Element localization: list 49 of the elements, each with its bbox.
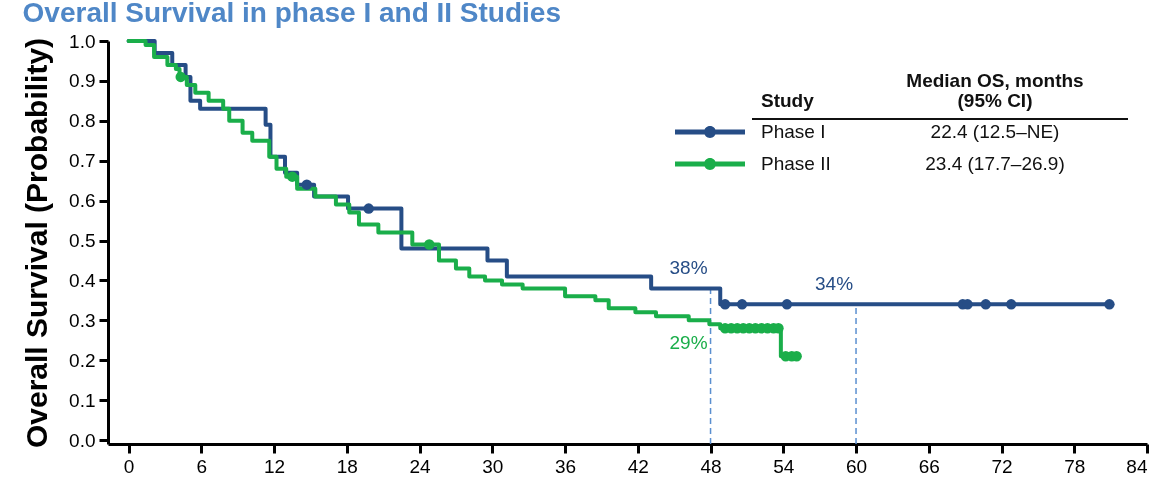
point: [980, 299, 991, 310]
x-tick-label: 84: [1126, 455, 1148, 477]
y-tick-label: 0.5: [69, 230, 96, 251]
y-tick-label: 0.4: [69, 269, 96, 291]
y-tick-label: 0.2: [69, 349, 96, 371]
y-tick-label: 0.9: [69, 70, 96, 92]
annotation: 22.4 (12.5–NE): [930, 121, 1060, 142]
y-axis-title: Overall Survival (Probability): [20, 37, 54, 449]
x-tick-label: 6: [196, 455, 208, 477]
y-tick-label: 0.0: [69, 429, 96, 451]
x-tick-label: 60: [845, 455, 868, 477]
data-label: 34%: [815, 273, 854, 295]
legend-label: Phase II: [761, 153, 831, 174]
x-tick-label: 24: [409, 455, 432, 477]
point: [736, 299, 748, 310]
point: [1005, 299, 1017, 310]
y-tick-label: 0.3: [69, 309, 96, 331]
point: [424, 239, 435, 250]
x-tick-label: 0: [123, 455, 135, 477]
point: [175, 71, 186, 83]
x-tick-label: 36: [554, 455, 577, 477]
x-tick-label: 54: [773, 455, 795, 477]
point: [301, 179, 313, 190]
y-tick-label: 0.7: [69, 150, 96, 172]
x-tick-label: 18: [336, 455, 358, 477]
x-tick-label: 48: [700, 455, 722, 477]
x-tick-label: 42: [627, 455, 649, 477]
point: [1104, 299, 1115, 310]
x-tick-label: 12: [264, 455, 286, 477]
point: [363, 203, 374, 214]
legend-title: Study: [761, 90, 815, 111]
y-tick-label: 0.8: [69, 110, 96, 132]
annotation: Median OS, months: [906, 70, 1084, 91]
y-tick-label: 0.1: [69, 389, 96, 411]
data-label: 29%: [669, 332, 708, 354]
point: [781, 299, 793, 310]
x-tick-label: 66: [918, 455, 940, 477]
annotation: 23.4 (17.7–26.9): [925, 153, 1065, 174]
x-tick-label: 72: [991, 455, 1013, 477]
y-tick-label: 1.0: [69, 30, 96, 52]
legend-label: Phase I: [761, 121, 826, 142]
x-tick-label: 30: [482, 455, 504, 477]
point: [719, 299, 731, 310]
y-tick-label: 0.6: [69, 190, 96, 212]
x-tick-label: 78: [1064, 455, 1086, 477]
chart-title: Overall Survival in phase I and II Studies: [22, 0, 562, 28]
annotation: (95% CI): [957, 90, 1033, 111]
point: [287, 171, 298, 182]
data-label: 38%: [669, 257, 708, 279]
